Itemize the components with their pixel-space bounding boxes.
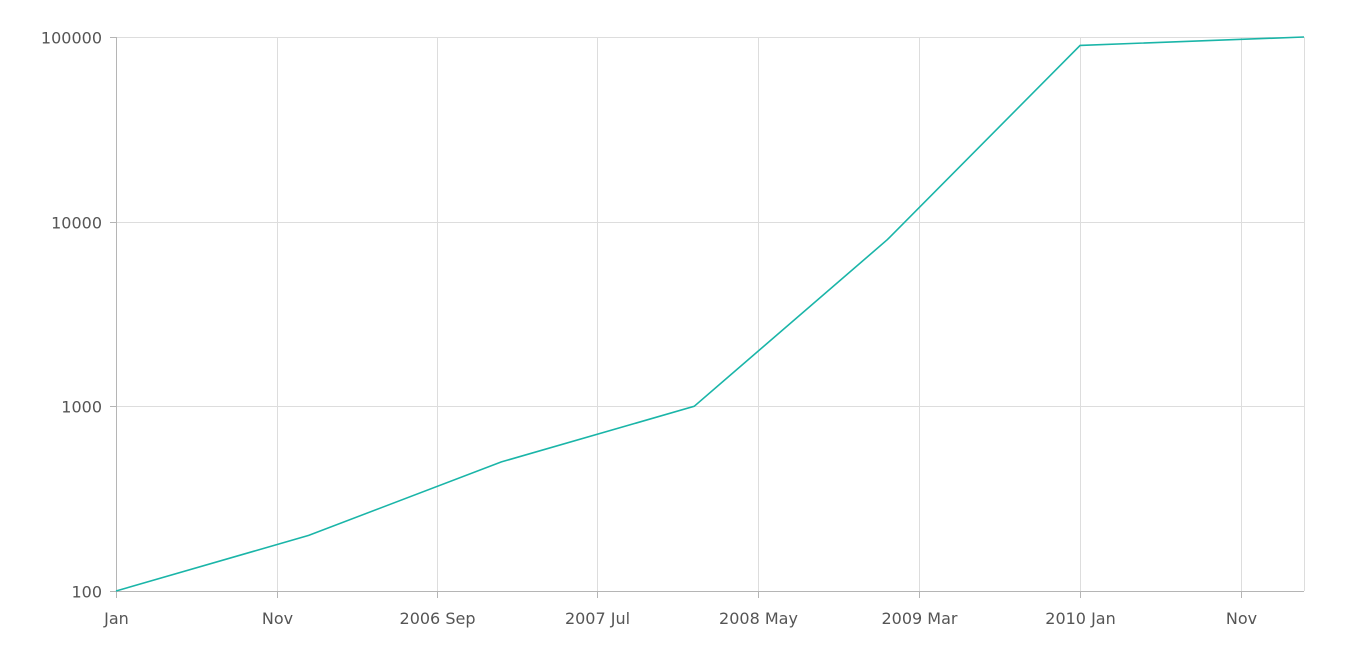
- x-tick-label: Nov: [262, 609, 293, 628]
- x-tick-label: 2008 May: [719, 609, 798, 628]
- x-tick-label: 2009 Mar: [882, 609, 958, 628]
- y-tick-label: 10000: [51, 214, 102, 233]
- x-tick-label: Nov: [1226, 609, 1257, 628]
- x-tick-label: 2007 Jul: [565, 609, 630, 628]
- tick-label-layer: 100 1000 10000 100000 Jan Nov 2006 Sep 2007 Jul…: [41, 29, 1257, 629]
- axis-layer: [110, 37, 1304, 598]
- x-tick-label: Jan: [103, 609, 129, 628]
- y-tick-label: 100000: [41, 29, 102, 48]
- x-tick-label: 2006 Sep: [400, 609, 476, 628]
- series-line: [115, 36, 1305, 592]
- series-layer: [115, 36, 1305, 592]
- x-tick-label: 2010 Jan: [1045, 609, 1115, 628]
- grid-layer: [116, 37, 1305, 592]
- y-tick-label: 100: [71, 583, 102, 602]
- y-tick-label: 1000: [61, 398, 102, 417]
